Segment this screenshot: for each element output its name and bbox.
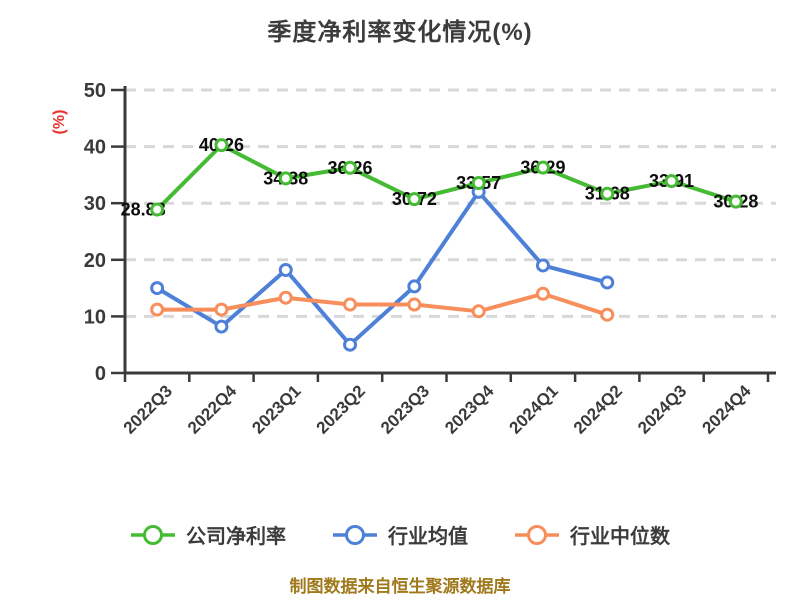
data-point-marker <box>343 160 358 175</box>
chart-legend: 公司净利率 行业均值 行业中位数 <box>0 520 800 549</box>
legend-label-company: 公司净利率 <box>186 526 286 548</box>
legend-marker-industry-average <box>333 524 377 545</box>
chart-title: 季度净利率变化情况(%) <box>267 19 533 46</box>
legend-item-industry-median: 行业中位数 <box>514 520 670 549</box>
data-source-note: 制图数据来自恒生聚源数据库 <box>289 577 511 596</box>
x-axis-category-label: 2023Q1 <box>248 381 304 437</box>
data-point-marker <box>471 175 486 190</box>
x-axis-category-label: 2024Q4 <box>698 381 755 438</box>
series-line-0 <box>155 143 738 212</box>
legend-circle-icon <box>345 524 365 545</box>
data-point-marker <box>535 258 550 273</box>
data-point-marker <box>407 192 422 207</box>
data-point-marker <box>214 138 229 153</box>
data-point-marker <box>343 337 358 352</box>
legend-circle-icon <box>527 524 547 545</box>
x-axis-category-label: 2024Q3 <box>634 381 690 437</box>
data-point-marker <box>728 194 743 209</box>
x-axis-category-label: 2023Q3 <box>377 381 433 437</box>
data-point-marker <box>600 275 615 290</box>
y-axis-tick-label: 40 <box>84 137 106 159</box>
data-point-marker <box>600 186 615 201</box>
data-point-marker <box>535 160 550 175</box>
y-axis-tick-label: 30 <box>84 193 106 215</box>
x-axis-category-label: 2024Q1 <box>506 381 562 437</box>
legend-item-company-net-margin: 公司净利率 <box>130 520 286 549</box>
data-point-marker <box>214 302 229 317</box>
x-axis-category-label: 2023Q4 <box>441 381 498 438</box>
x-axis-category-label: 2022Q3 <box>120 381 176 437</box>
data-point-marker <box>278 171 293 186</box>
data-point-marker <box>278 290 293 305</box>
data-point-marker <box>407 279 422 294</box>
data-point-marker <box>471 304 486 319</box>
legend-label-industry-median: 行业中位数 <box>570 526 670 548</box>
legend-label-industry-average: 行业均值 <box>388 526 468 548</box>
data-point-marker <box>150 302 165 317</box>
data-point-marker <box>664 174 679 189</box>
y-axis-tick-label: 20 <box>84 250 106 272</box>
x-axis-category-label: 2022Q4 <box>184 381 241 438</box>
data-point-marker <box>343 297 358 312</box>
data-point-marker <box>600 307 615 322</box>
x-axis-category-label: 2023Q2 <box>313 381 369 437</box>
y-axis-tick-label: 50 <box>84 80 106 102</box>
series-line-1 <box>155 189 610 347</box>
legend-circle-icon <box>143 524 163 545</box>
legend-marker-company <box>131 524 175 545</box>
data-point-marker <box>407 297 422 312</box>
legend-marker-industry-median <box>515 524 559 545</box>
series-line-2 <box>155 291 610 317</box>
x-axis-category-label: 2024Q2 <box>570 381 626 437</box>
data-point-marker <box>150 202 165 217</box>
y-axis-tick-label: 0 <box>95 363 106 385</box>
data-point-marker <box>278 262 293 277</box>
data-point-marker <box>214 319 229 334</box>
data-point-marker <box>150 281 165 296</box>
legend-item-industry-average: 行业均值 <box>332 520 468 549</box>
y-axis-tick-label: 10 <box>84 306 106 328</box>
data-point-marker <box>535 286 550 301</box>
